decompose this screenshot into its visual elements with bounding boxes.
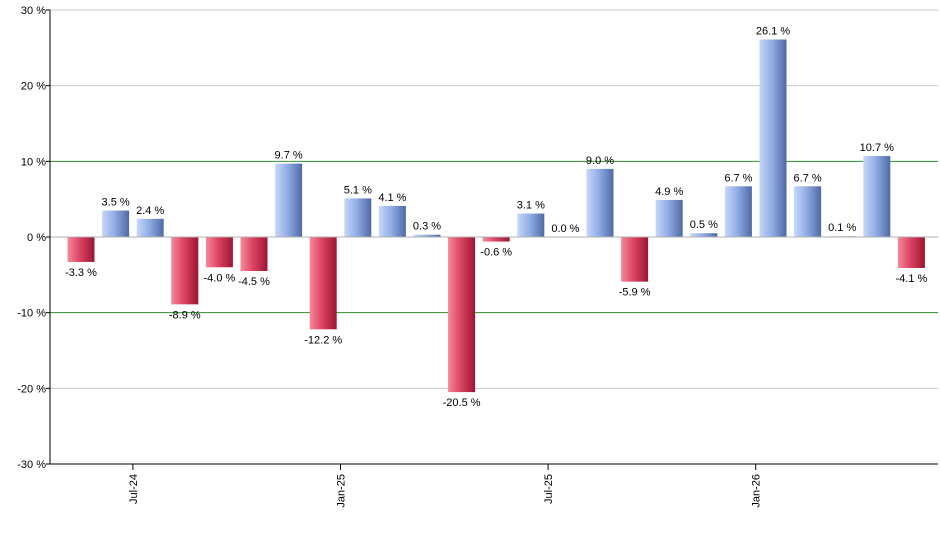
bar bbox=[759, 39, 787, 238]
data-label: 10.7 % bbox=[860, 142, 894, 154]
data-label: 6.7 % bbox=[794, 172, 822, 184]
data-label: -8.9 % bbox=[169, 309, 201, 321]
bar bbox=[655, 199, 683, 237]
data-label: 9.7 % bbox=[275, 150, 303, 162]
reference-lines bbox=[50, 160, 938, 314]
data-label: 2.4 % bbox=[136, 205, 164, 217]
data-label: 6.7 % bbox=[724, 172, 752, 184]
bar bbox=[413, 234, 441, 237]
y-tick-label: 30 % bbox=[21, 5, 46, 17]
data-label: 4.9 % bbox=[655, 186, 683, 198]
bar bbox=[794, 186, 822, 237]
data-label: 3.5 % bbox=[102, 197, 130, 209]
y-tick-label: 0 % bbox=[27, 232, 46, 244]
bar bbox=[863, 156, 891, 237]
data-label: 5.1 % bbox=[344, 184, 372, 196]
data-label: -5.9 % bbox=[619, 287, 651, 299]
bars bbox=[67, 39, 925, 393]
data-label: -0.6 % bbox=[480, 247, 512, 259]
bar bbox=[240, 237, 268, 272]
data-label: 0.5 % bbox=[690, 219, 718, 231]
data-label: -4.0 % bbox=[204, 272, 236, 284]
x-tick-label: Jul-24 bbox=[128, 474, 140, 504]
bar bbox=[690, 233, 718, 237]
bar bbox=[482, 237, 510, 242]
bar bbox=[897, 237, 925, 269]
data-label: 0.1 % bbox=[828, 222, 856, 234]
bar bbox=[378, 205, 406, 237]
y-tick-label: 20 % bbox=[21, 81, 46, 93]
data-label: -20.5 % bbox=[443, 397, 481, 409]
data-label: 0.0 % bbox=[551, 223, 579, 235]
bar bbox=[67, 237, 95, 262]
bar bbox=[205, 237, 233, 268]
bar bbox=[517, 213, 545, 237]
data-label: -4.1 % bbox=[896, 273, 928, 285]
y-tick-label: -30 % bbox=[17, 459, 46, 471]
bar bbox=[724, 186, 752, 237]
y-tick-label: -20 % bbox=[17, 383, 46, 395]
bar bbox=[275, 163, 303, 237]
bar bbox=[621, 237, 649, 282]
data-label: 0.3 % bbox=[413, 221, 441, 233]
x-tick-label: Jan-26 bbox=[751, 474, 763, 508]
bar bbox=[344, 198, 372, 237]
bar bbox=[171, 237, 199, 305]
bar bbox=[136, 218, 164, 237]
bar bbox=[448, 237, 476, 393]
data-label: 9.0 % bbox=[586, 155, 614, 167]
data-labels: -3.3 % 3.5 % 2.4 % -8.9 % -4.0 % -4.5 % 9.7 % -… bbox=[65, 26, 927, 410]
data-label: -3.3 % bbox=[65, 267, 97, 279]
axes: -30 % -20 % -10 % 0 % 10 % 20 % 30 % Jul-24 Jan-… bbox=[17, 5, 938, 508]
data-label: -12.2 % bbox=[304, 334, 342, 346]
data-label: 26.1 % bbox=[756, 26, 790, 38]
data-label: -4.5 % bbox=[238, 276, 270, 288]
data-label: 3.1 % bbox=[517, 200, 545, 212]
data-label: 4.1 % bbox=[378, 192, 406, 204]
x-tick-label: Jan-25 bbox=[336, 474, 348, 508]
bar bbox=[309, 237, 337, 330]
y-tick-label: 10 % bbox=[21, 156, 46, 168]
x-tick-label: Jul-25 bbox=[543, 474, 555, 504]
bar bbox=[102, 210, 130, 237]
bar bbox=[586, 168, 614, 237]
y-tick-label: -10 % bbox=[17, 308, 46, 320]
